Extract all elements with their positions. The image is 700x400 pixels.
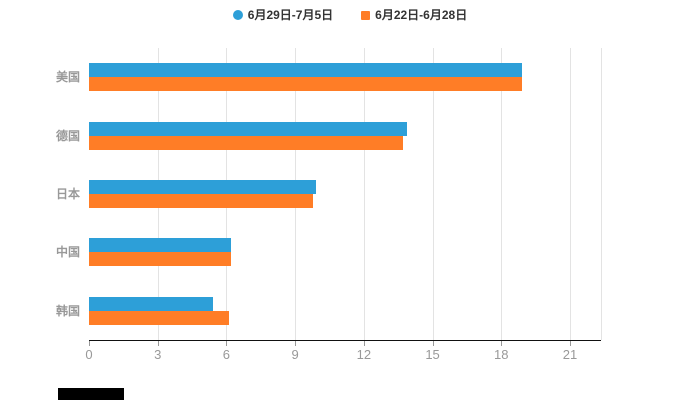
x-axis-tick <box>89 341 90 346</box>
bar-series2-cat4[interactable] <box>89 252 231 267</box>
bar-series1-cat5[interactable] <box>89 296 213 311</box>
x-axis-tick-label: 6 <box>222 347 231 362</box>
y-axis-category-label: 中国 <box>55 245 80 260</box>
bar-series2-cat5[interactable] <box>89 310 229 325</box>
legend-item-series1[interactable]: 6月29日-7月5日 <box>232 8 334 22</box>
y-axis-category-label: 日本 <box>55 187 80 201</box>
legend-square-marker-icon <box>361 10 371 20</box>
bar-series1-cat4[interactable] <box>89 238 231 253</box>
plot-right-border <box>601 48 602 340</box>
gridline <box>432 48 434 340</box>
x-axis-tick <box>570 341 571 346</box>
bottom-left-black-block <box>58 388 124 400</box>
bar-series2-cat3[interactable] <box>89 194 314 208</box>
legend-label: 6月29日-7月5日 <box>247 8 334 22</box>
x-axis-tick <box>157 341 159 346</box>
x-axis-tick-label: 12 <box>356 347 372 362</box>
gridline <box>501 48 503 340</box>
bar-series1-cat3[interactable] <box>89 180 316 194</box>
x-axis-tick-label: 21 <box>562 347 578 362</box>
x-axis-line <box>89 340 601 341</box>
bar-series1-cat2[interactable] <box>89 121 408 136</box>
x-axis-tick <box>501 341 503 346</box>
x-axis-tick <box>432 341 434 346</box>
legend-item-series2[interactable]: 6月22日-6月28日 <box>361 9 467 21</box>
bar-series2-cat1[interactable] <box>89 77 522 92</box>
x-axis-tick-label: 15 <box>425 347 440 362</box>
legend-circle-marker-icon <box>232 10 243 20</box>
y-axis-category-label: 韩国 <box>55 303 80 318</box>
x-axis-tick-label: 0 <box>85 347 93 362</box>
x-axis-tick-label: 9 <box>291 347 299 362</box>
legend-label: 6月22日-6月28日 <box>375 8 468 22</box>
x-axis-tick-label: 18 <box>494 347 509 362</box>
gridline <box>570 48 571 340</box>
x-axis-tick <box>295 341 297 346</box>
bar-series1-cat1[interactable] <box>89 63 522 78</box>
gridline <box>363 48 365 340</box>
x-axis-tick <box>226 341 228 346</box>
y-axis-category-label: 美国 <box>55 70 80 85</box>
x-axis-tick-label: 3 <box>154 347 162 362</box>
x-axis-tick <box>363 341 365 346</box>
chart-legend: 6月29日-7月5日 6月22日-6月28日 <box>0 5 700 25</box>
bar-series2-cat2[interactable] <box>89 135 403 150</box>
y-axis-category-label: 德国 <box>55 128 80 143</box>
